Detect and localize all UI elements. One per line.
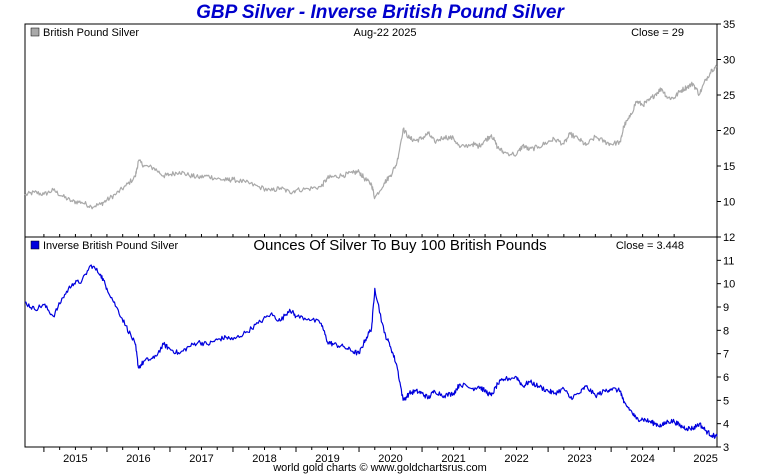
top-legend-label: British Pound Silver [43,27,139,39]
bottom-ytick-label: 5 [723,395,729,407]
bottom-ytick-label: 6 [723,372,729,384]
top-ytick-label: 10 [723,197,735,209]
top-series-layer [24,64,718,210]
bottom-series-line [24,264,718,439]
x-year-label: 2015 [63,453,87,465]
bottom-ytick-label: 4 [723,419,729,431]
x-year-label: 2016 [126,453,150,465]
bottom-ytick-label: 9 [723,302,729,314]
bottom-legend-label: Inverse British Pound Silver [43,240,178,252]
x-year-label: 2022 [504,453,528,465]
top-panel-frame [24,23,718,238]
top-ytick-label: 25 [723,90,735,102]
bottom-ytick-label: 10 [723,279,735,291]
top-ytick-label: 20 [723,126,735,138]
x-year-label: 2025 [693,453,717,465]
bottom-ytick-label: 8 [723,325,729,337]
top-legend-swatch [30,27,40,37]
bottom-ytick-label: 12 [723,232,735,244]
bottom-ytick-label: 11 [723,255,734,267]
top-series-line [24,64,718,210]
chart-title: GBP Silver - Inverse British Pound Silve… [196,2,564,23]
top-close-label: Close = 29 [631,27,684,39]
footer-credit: world gold charts © www.goldchartsrus.co… [273,462,487,474]
top-date-label: Aug-22 2025 [354,27,417,39]
bottom-panel-title: Ounces Of Silver To Buy 100 British Poun… [253,237,546,254]
bottom-series-layer [24,264,718,439]
x-year-label: 2020 [378,453,402,465]
bottom-legend-swatch [30,240,40,250]
x-year-label: 2017 [189,453,213,465]
top-ytick-label: 35 [723,19,735,31]
bottom-ytick-label: 7 [723,349,729,361]
x-year-label: 2019 [315,453,339,465]
bottom-ytick-label: 3 [723,442,729,454]
x-year-label: 2023 [567,453,591,465]
x-year-label: 2024 [630,453,654,465]
top-ytick-label: 30 [723,55,735,67]
x-year-label: 2021 [441,453,465,465]
top-ytick-label: 15 [723,161,735,173]
bottom-close-label: Close = 3.448 [616,240,684,252]
x-year-label: 2018 [252,453,276,465]
bottom-panel-frame [24,236,718,448]
